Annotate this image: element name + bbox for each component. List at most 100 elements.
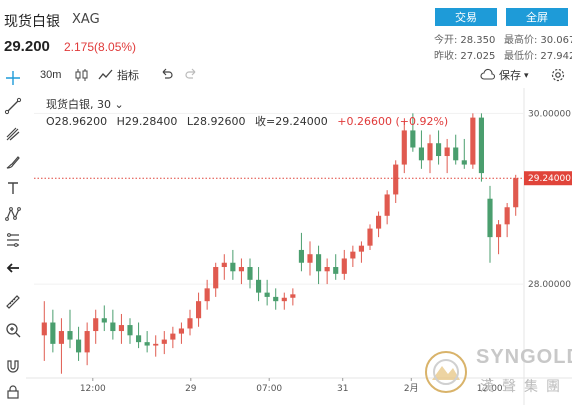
candle-body bbox=[221, 262, 227, 268]
price-change: 2.175(8.05%) bbox=[64, 40, 137, 54]
open-stat: 今开: 28.350 bbox=[434, 31, 495, 46]
interval-selector[interactable]: 30m bbox=[40, 69, 62, 81]
indicators-label: 指标 bbox=[117, 70, 139, 82]
candle-body bbox=[470, 117, 476, 165]
zoom-in-icon[interactable] bbox=[3, 320, 23, 340]
candle-body bbox=[50, 322, 56, 344]
candle-body bbox=[307, 254, 313, 263]
candle-body bbox=[401, 130, 407, 165]
chart-toolbar: 30m 指标 保存 ▾ bbox=[26, 62, 572, 88]
watermark-brand: SYNGOLD bbox=[476, 346, 572, 368]
trend-line-icon[interactable] bbox=[3, 96, 23, 116]
candle-body bbox=[110, 322, 116, 332]
candle-body bbox=[247, 267, 253, 280]
pitchfork-icon[interactable] bbox=[3, 124, 23, 144]
candle-body bbox=[341, 258, 347, 274]
candle-type-icon[interactable] bbox=[74, 66, 90, 84]
trade-button[interactable]: 交易 bbox=[435, 8, 497, 26]
candle-body bbox=[76, 339, 82, 353]
candle-body bbox=[298, 249, 304, 263]
candle-body bbox=[161, 339, 167, 344]
ohlc-readout: O28.96200 H29.28400 L28.92600 收=29.24000… bbox=[46, 113, 454, 129]
save-button[interactable]: 保存 ▾ bbox=[480, 66, 529, 84]
fib-icon[interactable] bbox=[3, 230, 23, 250]
candle-body bbox=[496, 224, 502, 238]
redo-icon[interactable] bbox=[184, 66, 200, 84]
undo-icon[interactable] bbox=[158, 66, 174, 84]
x-tick-label: 12:00 bbox=[80, 384, 106, 394]
brand-logo-icon bbox=[425, 351, 467, 393]
ohlc-change: +0.26600 (+0.92%) bbox=[337, 115, 449, 128]
candle-body bbox=[187, 318, 193, 329]
ohlc-high: H29.28400 bbox=[116, 115, 178, 128]
text-icon[interactable] bbox=[3, 178, 23, 198]
indicators-button[interactable]: 指标 bbox=[98, 66, 139, 84]
instrument-name: 现货白银 bbox=[4, 13, 60, 29]
candle-body bbox=[84, 331, 90, 353]
x-tick-label: 12:00 bbox=[477, 384, 503, 394]
legend-caret[interactable]: ⌄ bbox=[114, 98, 124, 111]
candle-body bbox=[478, 117, 484, 174]
candle-body bbox=[93, 318, 99, 332]
back-arrow-icon[interactable] bbox=[3, 258, 23, 278]
candle-body bbox=[41, 322, 47, 336]
drawing-toolbar bbox=[0, 62, 26, 405]
candle-body bbox=[384, 194, 390, 216]
prev-close-value: 27.025 bbox=[460, 51, 496, 62]
candle-body bbox=[393, 164, 399, 195]
candle-body bbox=[127, 325, 133, 336]
prev-close-label: 昨收: bbox=[434, 51, 458, 62]
candle-body bbox=[504, 207, 510, 225]
candle-body bbox=[487, 198, 493, 238]
x-tick-label: 07:00 bbox=[256, 384, 282, 394]
candle-body bbox=[436, 143, 442, 157]
chart-area[interactable]: 30.00000 28.00000 29.24000 12:00 29 07:00 31 2月… bbox=[26, 88, 572, 405]
candle-body bbox=[367, 228, 373, 246]
candle-body bbox=[333, 267, 339, 274]
candle-body bbox=[410, 130, 416, 148]
prev-close-stat: 昨收: 27.025 bbox=[434, 47, 495, 62]
y-tick-label: 28.00000 bbox=[528, 280, 571, 290]
last-price: 29.200 bbox=[4, 38, 50, 55]
candle-body bbox=[67, 331, 73, 340]
low-value: 27.942 bbox=[540, 51, 572, 62]
candle-body bbox=[444, 147, 450, 157]
low-label: 最低价: bbox=[504, 51, 538, 62]
x-tick-label: 31 bbox=[337, 384, 348, 394]
x-tick-label: 29 bbox=[185, 384, 197, 394]
candle-body bbox=[281, 297, 287, 302]
lock-icon[interactable] bbox=[3, 382, 23, 402]
ohlc-close: 收=29.24000 bbox=[255, 115, 328, 128]
candle-body bbox=[324, 267, 330, 272]
x-tick-label: 2月 bbox=[404, 383, 419, 394]
fullscreen-button[interactable]: 全屏 bbox=[506, 8, 568, 26]
indicators-icon bbox=[98, 69, 113, 80]
last-price-tag bbox=[524, 171, 572, 186]
save-caret: ▾ bbox=[524, 69, 529, 80]
brand-watermark: SYNGOLD 漢聲集團 bbox=[424, 344, 572, 404]
candle-body bbox=[101, 318, 107, 323]
pattern-icon[interactable] bbox=[3, 204, 23, 224]
chart-legend-title: 现货白银, 30 ⌄ bbox=[46, 96, 124, 112]
low-stat: 最低价: 27.942 bbox=[504, 47, 572, 62]
candlestick-chart[interactable]: 30.00000 28.00000 29.24000 12:00 29 07:00 31 2月… bbox=[26, 88, 572, 405]
ruler-icon[interactable] bbox=[3, 292, 23, 312]
settings-icon[interactable] bbox=[550, 66, 566, 84]
watermark-sub: 漢聲集團 bbox=[480, 379, 568, 395]
candle-body bbox=[418, 147, 424, 161]
ohlc-low: L28.92600 bbox=[186, 115, 246, 128]
candle-body bbox=[58, 331, 64, 344]
save-label: 保存 bbox=[499, 70, 521, 82]
candle-body bbox=[358, 245, 364, 252]
candle-body bbox=[136, 335, 142, 343]
candle-body bbox=[230, 262, 236, 272]
high-label: 最高价: bbox=[504, 35, 538, 46]
candle-body bbox=[144, 342, 150, 346]
brush-icon[interactable] bbox=[3, 152, 23, 172]
open-label: 今开: bbox=[434, 35, 458, 46]
cloud-icon bbox=[480, 68, 496, 80]
crosshair-icon[interactable] bbox=[3, 68, 23, 88]
magnet-icon[interactable] bbox=[3, 356, 23, 376]
high-stat: 最高价: 30.067 bbox=[504, 31, 572, 46]
candle-body bbox=[178, 328, 184, 334]
